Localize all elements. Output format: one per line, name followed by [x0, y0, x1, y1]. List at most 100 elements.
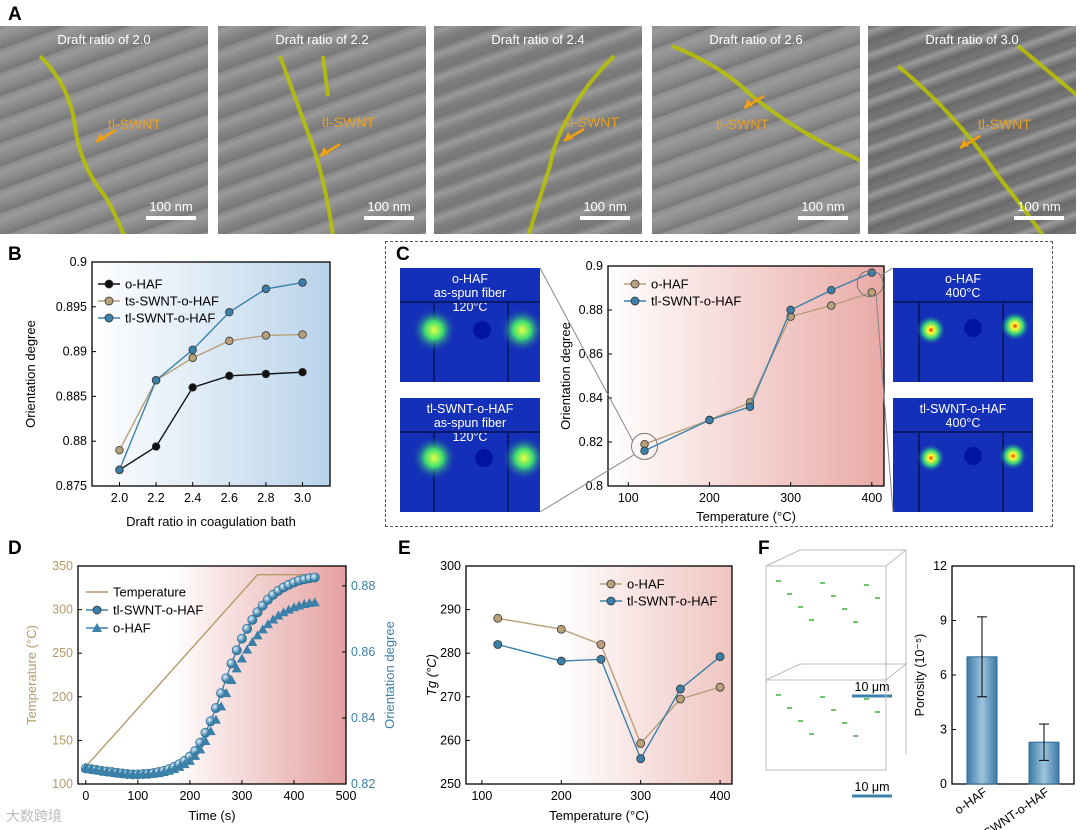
data-point [675, 694, 685, 704]
data-point [231, 645, 242, 656]
y2-tick-label: 0.84 [351, 711, 375, 725]
y-axis-label: Orientation degree [23, 320, 38, 428]
data-point [867, 268, 877, 277]
tem-label: tl-SWNT [108, 116, 161, 132]
data-point [298, 278, 307, 287]
x-tick-label: 100 [471, 789, 492, 803]
panel-c-frame [385, 241, 1053, 527]
tem-caption: Draft ratio of 2.0 [57, 32, 151, 47]
plot-background [92, 262, 330, 486]
scale-bar: 100 nm [580, 199, 630, 220]
x-tick-label: 3.0 [294, 491, 311, 505]
plot-background [608, 266, 884, 486]
category-label: o-HAF [952, 785, 990, 817]
diffraction-pattern [400, 301, 540, 382]
scale-bar: 100 nm [1014, 199, 1064, 220]
y-tick-label: 9 [940, 614, 947, 628]
tem-image: Draft ratio of 2.4 tl-SWNT 100 nm [434, 26, 642, 234]
xray-ohaf-400: o-HAF 400°C [893, 268, 1033, 382]
x-axis-label: Temperature (°C) [549, 808, 649, 823]
y-tick-label: 0.86 [579, 347, 603, 361]
y-tick-label: 300 [440, 559, 461, 573]
plot-frame [465, 565, 733, 785]
plot-background [78, 566, 346, 784]
x-tick-label: 2.4 [184, 491, 201, 505]
scale-bar: 100 nm [146, 199, 196, 220]
tem-image: Draft ratio of 2.6 tl-SWNT 100 nm [652, 26, 860, 234]
data-point [675, 684, 685, 694]
data-point [115, 445, 124, 455]
nanotube-trace [671, 44, 860, 163]
xray-ohaf-spun: o-HAF as-spun fiber 120°C [400, 268, 540, 382]
zoom-line [539, 267, 633, 441]
scale-bar: 100 nm [798, 199, 848, 220]
watermark: 大数跨境 [6, 808, 62, 824]
temperature-line [85, 574, 315, 768]
data-point [169, 764, 180, 774]
x-tick-label: 2.8 [257, 491, 274, 505]
data-point [298, 368, 307, 377]
data-point [184, 755, 195, 765]
diffraction-pattern [893, 301, 1033, 382]
legend-label: o-HAF [651, 277, 689, 292]
highlight-circle [631, 432, 659, 460]
nanotube-trace [38, 54, 126, 234]
panel-label-a: A [8, 4, 22, 25]
data-point [636, 739, 646, 748]
y2-axis-label: Orientation degree [382, 621, 397, 729]
nanotube-trace [526, 54, 616, 234]
data-point [261, 369, 271, 379]
data-point [151, 376, 161, 385]
zoom-line [875, 295, 894, 513]
y2-tick-label: 0.88 [351, 579, 375, 593]
data-point [309, 572, 320, 583]
tem-image: Draft ratio of 2.0 tl-SWNT 100 nm [0, 26, 208, 234]
data-point [210, 714, 221, 724]
data-point [231, 663, 242, 673]
data-point [705, 415, 714, 425]
x-axis-label: Draft ratio in coagulation bath [126, 514, 296, 529]
plot-frame [77, 565, 347, 785]
y-tick-label: 290 [440, 603, 461, 617]
legend-label: tl-SWNT-o-HAF [125, 311, 215, 326]
panel-label-d: D [8, 538, 22, 559]
legend-label: o-HAF [627, 577, 665, 592]
tem-image: Draft ratio of 3.0 tl-SWNT 100 nm [868, 26, 1076, 234]
data-point [188, 353, 197, 363]
x-tick-label: 2.2 [147, 491, 164, 505]
data-point [174, 761, 185, 771]
tem-label: tl-SWNT [566, 114, 619, 130]
data-point [179, 759, 190, 769]
y-tick-label: 0.82 [579, 435, 603, 449]
series-line [497, 617, 721, 745]
series-line [118, 333, 303, 451]
x-tick-label: 0 [82, 789, 89, 803]
nanotube-trace [278, 55, 341, 234]
highlight-circle [856, 270, 884, 298]
data-point [715, 682, 725, 692]
y-tick-label: 0.885 [56, 389, 87, 403]
data-point [252, 630, 263, 640]
chart-d: 0 100 200 300 400 500 100 150 200 250 300 350 0.82 0.… [24, 559, 397, 823]
data-point [216, 701, 227, 711]
data-point [278, 607, 289, 617]
data-point [188, 383, 197, 392]
data-point [190, 750, 201, 760]
data-point [261, 331, 271, 340]
data-point [225, 336, 234, 346]
x-axis-label: Time (s) [188, 808, 235, 823]
legend-label: Temperature [113, 585, 186, 600]
y-axis-label: Orientation degree [558, 322, 573, 430]
data-point [556, 656, 566, 666]
data-point [715, 652, 725, 662]
data-point [556, 624, 566, 634]
tem-image: Draft ratio of 2.2 tl-SWNT 100 nm [218, 26, 426, 234]
chart-e: 100 200 300 400 250 260 270 280 290 300 o-HAF tl-SW… [424, 559, 733, 823]
x-tick-label: 2.6 [221, 491, 238, 505]
x-tick-label: 300 [231, 789, 252, 803]
tem-label: tl-SWNT [322, 114, 375, 130]
chart-c: 100 200 300 400 0.8 0.82 0.84 0.86 0.88 0.9 o-HAF t… [539, 259, 894, 524]
tem-caption: Draft ratio of 2.4 [491, 32, 585, 47]
